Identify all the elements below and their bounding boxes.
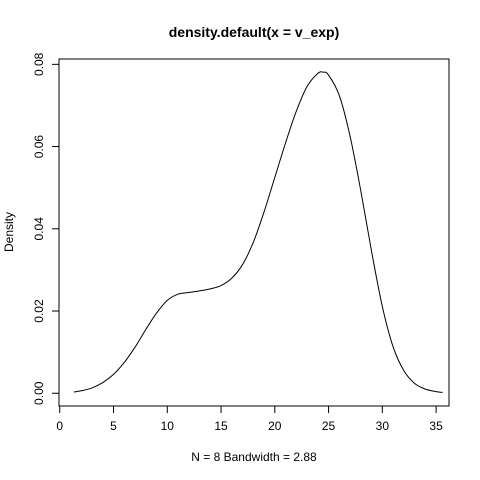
y-tick-label: 0.04 xyxy=(32,217,46,241)
chart-title: density.default(x = v_exp) xyxy=(169,24,340,40)
y-axis-label: Density xyxy=(2,212,16,252)
x-tick-label: 5 xyxy=(110,419,117,433)
y-tick-label: 0.08 xyxy=(32,52,46,76)
x-tick-label: 20 xyxy=(268,419,282,433)
x-tick-label: 35 xyxy=(429,419,443,433)
x-tick-label: 25 xyxy=(322,419,336,433)
x-axis-label: N = 8 Bandwidth = 2.88 xyxy=(191,450,317,464)
x-tick-label: 10 xyxy=(161,419,175,433)
x-tick-label: 0 xyxy=(56,419,63,433)
y-tick-label: 0.02 xyxy=(32,299,46,323)
y-tick-label: 0.06 xyxy=(32,135,46,159)
y-tick-label: 0.00 xyxy=(32,381,46,405)
x-tick-label: 30 xyxy=(376,419,390,433)
x-tick-label: 15 xyxy=(214,419,228,433)
